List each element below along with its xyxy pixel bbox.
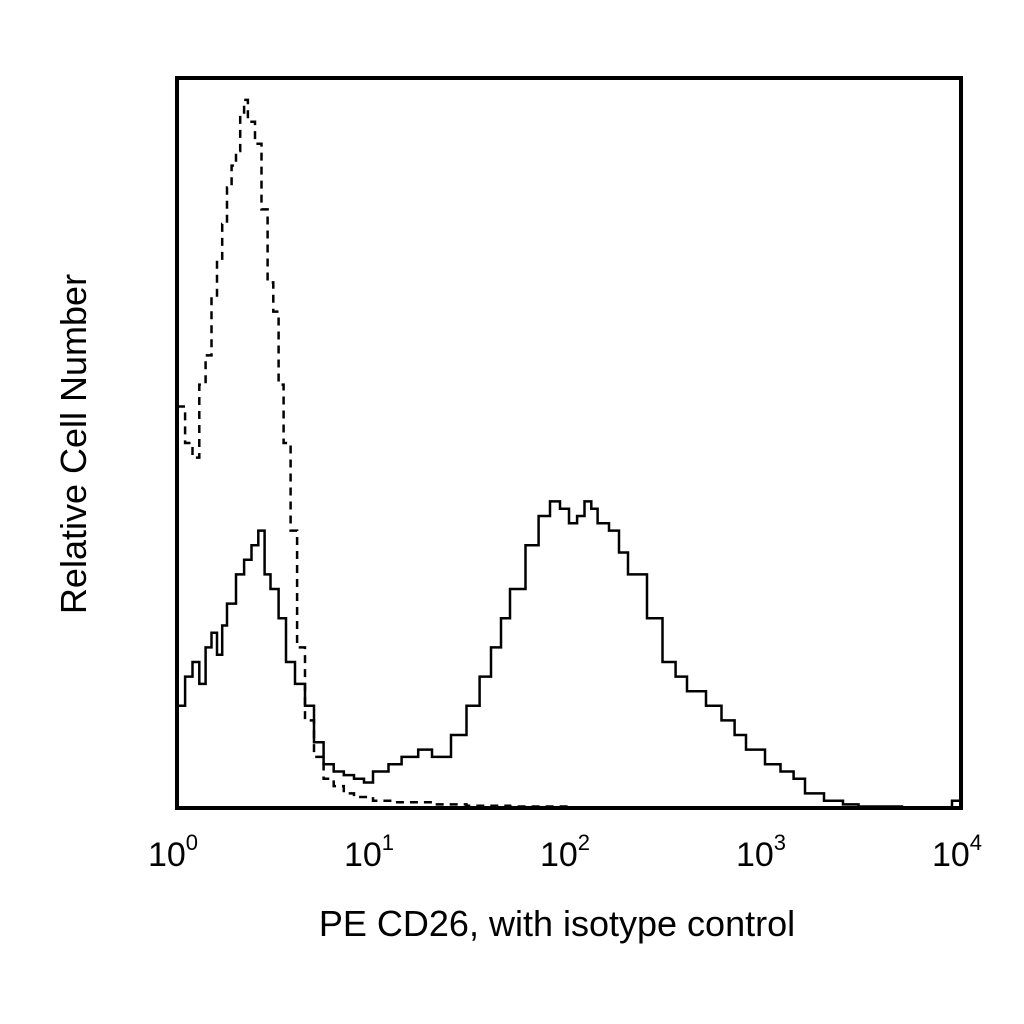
x-tick-label-2: 102	[540, 830, 590, 874]
isotype-control-series	[177, 98, 571, 808]
x-tick-labels: 100 101 102 103 104	[148, 830, 982, 874]
x-tick-label-4: 104	[932, 830, 982, 874]
x-tick-label-3: 103	[736, 830, 786, 874]
x-axis-title: PE CD26, with isotype control	[319, 903, 795, 944]
x-tick-label-1: 101	[344, 830, 394, 874]
y-axis-title: Relative Cell Number	[53, 274, 94, 614]
x-tick-label-0: 100	[148, 830, 198, 874]
plot-frame	[175, 76, 963, 810]
series-layer	[177, 98, 963, 810]
pe-cd26-series	[177, 500, 963, 810]
